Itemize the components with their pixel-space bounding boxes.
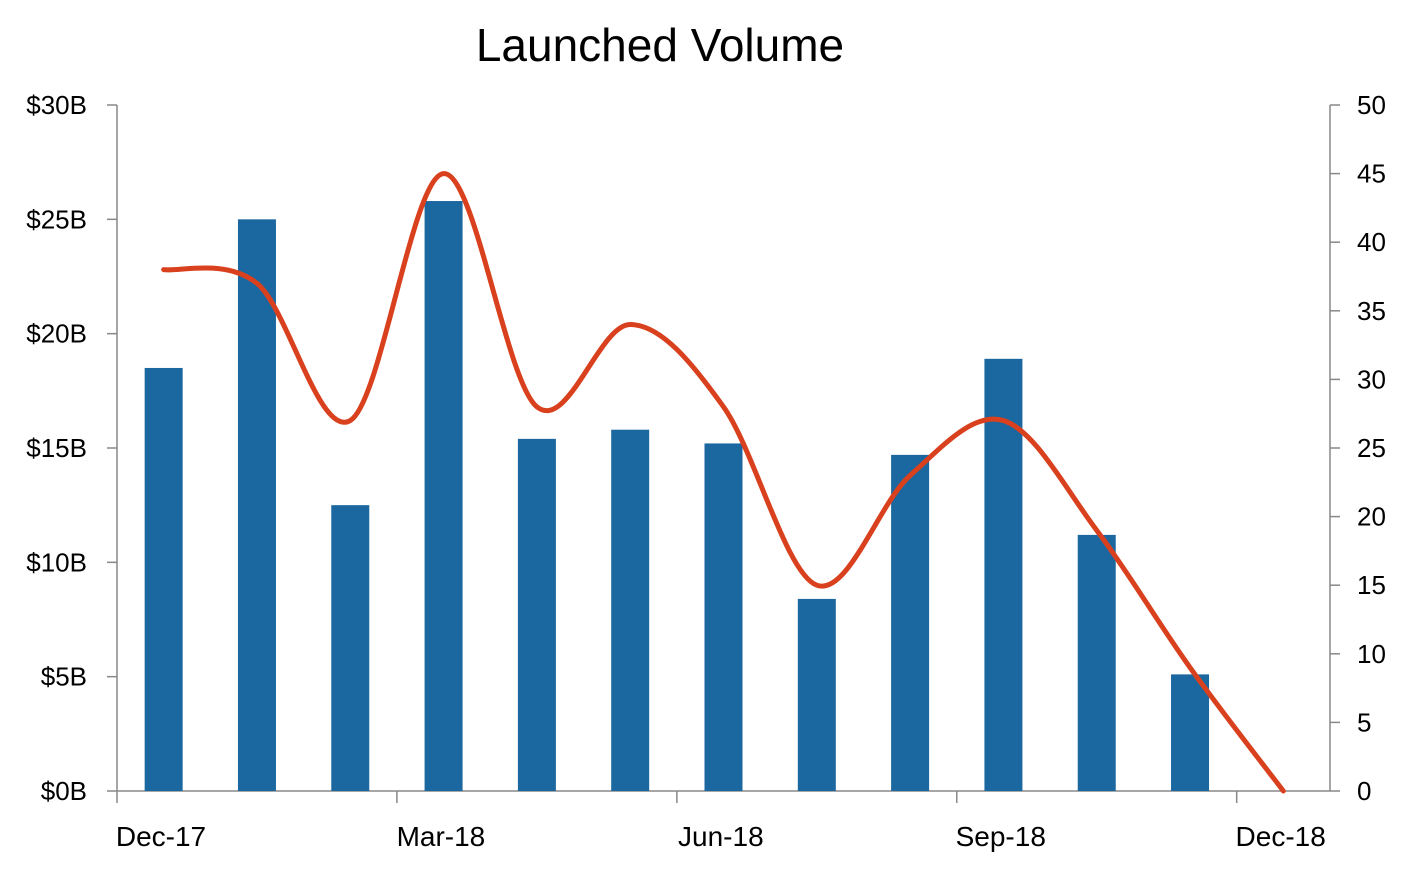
y-right-tick-label: 45 — [1357, 159, 1386, 189]
x-tick-label: Mar-18 — [397, 821, 486, 852]
bar — [611, 429, 650, 791]
bar — [704, 443, 743, 791]
bar — [144, 367, 183, 791]
y-left-tick-label: $10B — [26, 547, 87, 577]
y-left-tick-label: $30B — [26, 90, 87, 120]
bar — [1171, 674, 1210, 791]
y-left-tick-label: $25B — [26, 204, 87, 234]
chart-title: Launched Volume — [475, 19, 845, 71]
bar — [1077, 534, 1116, 791]
y-right-tick-label: 40 — [1357, 227, 1386, 257]
y-right-tick-label: 5 — [1357, 707, 1371, 737]
bar — [517, 438, 556, 791]
x-tick-label: Dec-17 — [116, 821, 206, 852]
y-right-tick-label: 35 — [1357, 296, 1386, 326]
bar — [331, 505, 370, 791]
y-left-tick-label: $15B — [26, 433, 87, 463]
bar — [797, 598, 836, 791]
bar — [424, 201, 463, 792]
bar — [984, 358, 1023, 791]
y-left-tick-label: $20B — [26, 319, 87, 349]
y-right-tick-label: 25 — [1357, 433, 1386, 463]
series-line — [161, 171, 1286, 794]
y-right-tick-label: 0 — [1357, 776, 1371, 806]
y-right-tick-label: 30 — [1357, 364, 1386, 394]
y-right-tick-label: 20 — [1357, 502, 1386, 532]
y-right-tick-label: 15 — [1357, 570, 1386, 600]
y-left-tick-label: $0B — [41, 776, 87, 806]
x-tick-label: Sep-18 — [956, 821, 1046, 852]
y-right-tick-label: 10 — [1357, 639, 1386, 669]
y-left-tick-label: $5B — [41, 662, 87, 692]
bar — [237, 219, 276, 792]
y-right-tick-label: 50 — [1357, 90, 1386, 120]
x-tick-label: Dec-18 — [1236, 821, 1326, 852]
bar — [891, 454, 930, 791]
x-tick-label: Jun-18 — [678, 821, 764, 852]
